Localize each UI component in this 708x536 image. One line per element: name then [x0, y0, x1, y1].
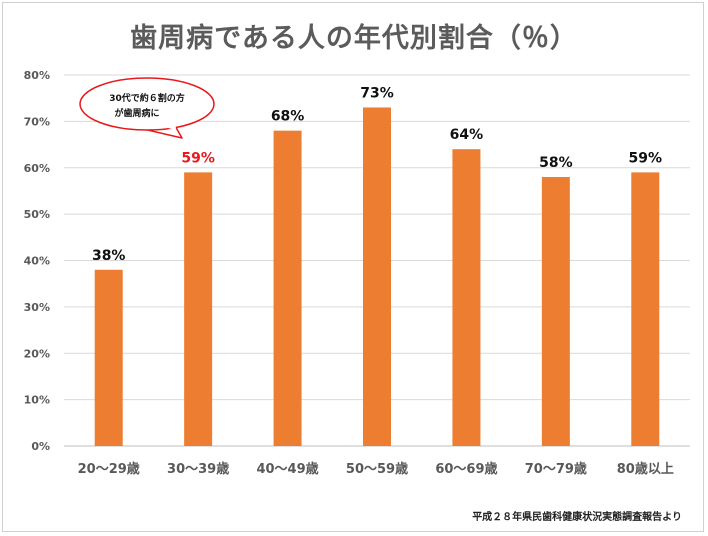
source-note: 平成２８年県民歯科健康状況実態調査報告より: [472, 512, 682, 523]
y-tick-label: 70%: [24, 115, 50, 128]
annotation-line: 30代で約６割の方: [109, 92, 185, 104]
x-tick-label: 70～79歳: [525, 461, 587, 477]
y-tick-label: 50%: [24, 208, 50, 221]
annotation-bubble-seam: [152, 118, 176, 130]
data-label: 73%: [360, 85, 394, 101]
bar: [631, 172, 660, 446]
y-tick-label: 40%: [24, 255, 50, 268]
y-tick-label: 10%: [24, 394, 50, 407]
data-label: 59%: [181, 150, 215, 166]
data-label: 58%: [539, 155, 573, 171]
x-tick-label: 80歳以上: [617, 461, 674, 477]
y-tick-label: 60%: [24, 162, 50, 175]
chart-title: 歯周病である人の年代別割合（％）: [130, 23, 578, 54]
y-tick-label: 30%: [24, 301, 50, 314]
data-label: 64%: [450, 127, 484, 143]
x-tick-label: 30～39歳: [167, 461, 229, 477]
bar: [363, 107, 391, 447]
x-tick-label: 40～49歳: [256, 461, 318, 477]
annotation-line: が歯周病に: [114, 107, 159, 119]
data-label: 38%: [92, 248, 126, 264]
data-label: 68%: [271, 109, 305, 125]
y-tick-label: 0%: [31, 440, 50, 453]
bar: [184, 172, 213, 446]
x-tick-label: 20～29歳: [78, 461, 140, 477]
y-tick-label: 20%: [24, 347, 50, 360]
bar: [541, 177, 570, 446]
x-tick-label: 60～69歳: [435, 461, 497, 477]
bar: [452, 149, 481, 446]
bar: [273, 130, 302, 446]
bar: [94, 269, 123, 446]
y-tick-label: 80%: [24, 69, 50, 82]
annotation-bubble: [79, 77, 215, 131]
data-label: 59%: [629, 150, 663, 166]
x-tick-label: 50～59歳: [346, 461, 408, 477]
